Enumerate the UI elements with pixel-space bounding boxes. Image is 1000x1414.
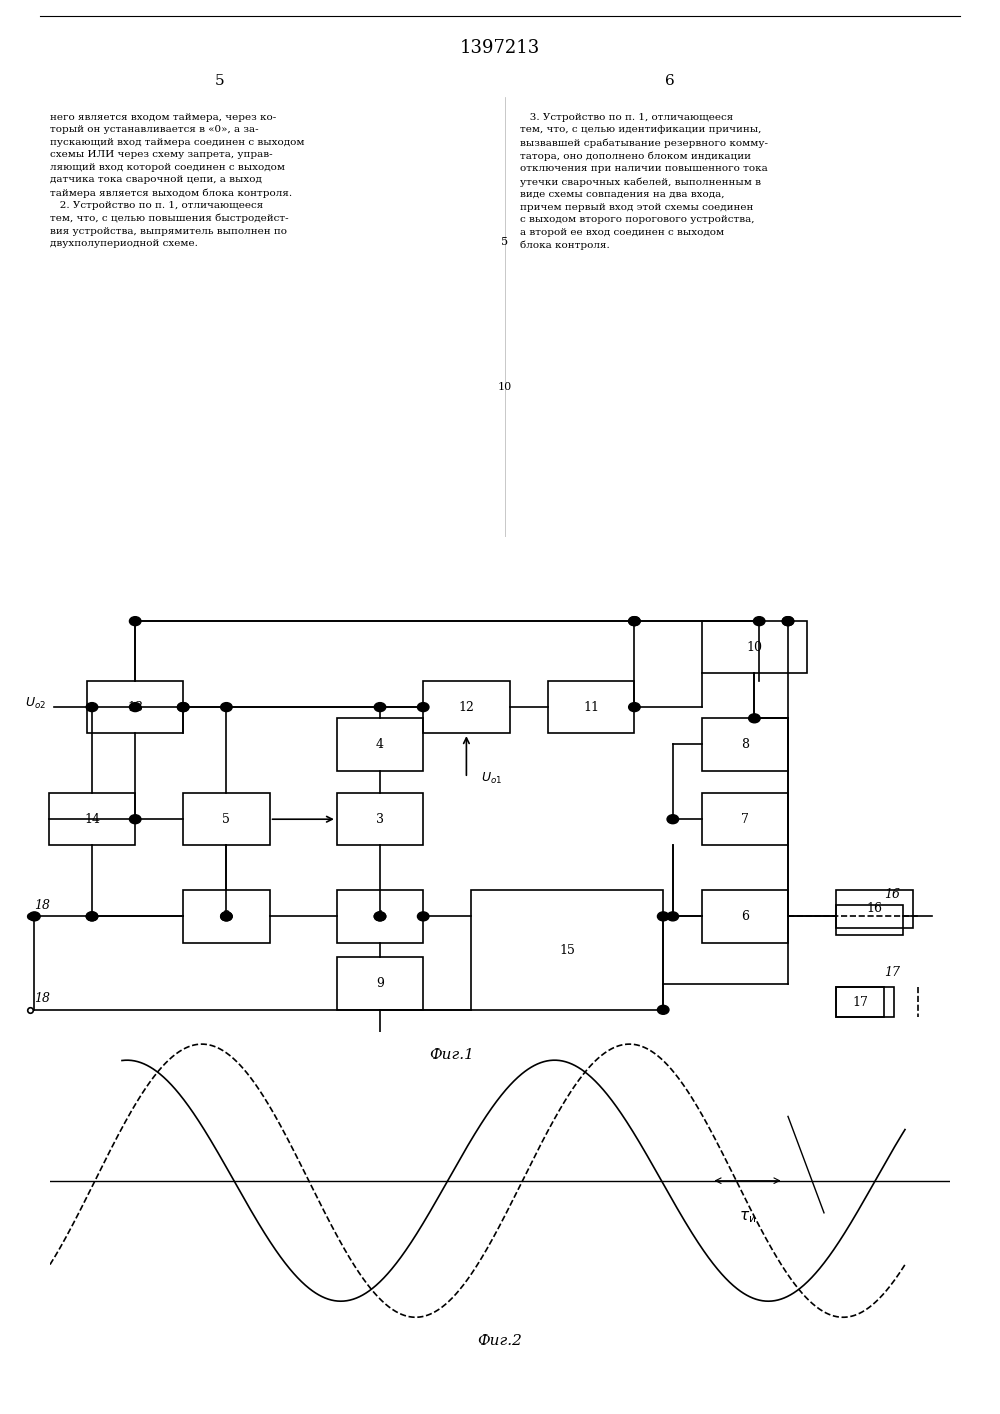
Text: Фиг.1: Фиг.1 — [430, 1048, 474, 1062]
Circle shape — [86, 703, 98, 711]
Circle shape — [86, 912, 98, 921]
Text: 8: 8 — [741, 738, 749, 751]
Bar — [836, 905, 903, 935]
Text: 6: 6 — [741, 909, 749, 923]
Text: него является входом таймера, через ко-
торый он устанавливается в «0», а за-
пу: него является входом таймера, через ко- … — [50, 113, 304, 249]
Text: 10: 10 — [746, 641, 762, 653]
Bar — [702, 718, 788, 771]
Bar — [183, 793, 270, 846]
Circle shape — [629, 617, 640, 625]
Circle shape — [129, 703, 141, 711]
Text: 1: 1 — [376, 909, 384, 923]
Text: 17: 17 — [852, 995, 868, 1008]
Circle shape — [221, 703, 232, 711]
Bar — [702, 793, 788, 846]
Circle shape — [129, 814, 141, 824]
Circle shape — [221, 912, 232, 921]
Text: 13: 13 — [127, 700, 143, 714]
Bar — [49, 793, 135, 846]
Circle shape — [753, 617, 765, 625]
Text: 4: 4 — [376, 738, 384, 751]
Circle shape — [782, 617, 794, 625]
Text: $U_{o1}$: $U_{o1}$ — [481, 771, 502, 786]
Circle shape — [657, 912, 669, 921]
Text: 14: 14 — [84, 813, 100, 826]
Text: 5: 5 — [501, 236, 509, 247]
Bar — [836, 891, 913, 928]
Bar — [548, 682, 634, 734]
Text: 6: 6 — [665, 74, 675, 88]
Circle shape — [374, 912, 386, 921]
Circle shape — [629, 617, 640, 625]
Bar — [702, 891, 788, 943]
Circle shape — [667, 912, 679, 921]
Circle shape — [374, 703, 386, 711]
Text: 10: 10 — [498, 382, 512, 392]
Bar — [836, 987, 884, 1017]
Bar — [836, 987, 894, 1017]
Circle shape — [417, 703, 429, 711]
Circle shape — [417, 912, 429, 921]
Bar — [87, 682, 183, 734]
Bar — [471, 891, 663, 1010]
Text: 11: 11 — [583, 700, 599, 714]
Circle shape — [629, 703, 640, 711]
Text: Фиг.2: Фиг.2 — [478, 1335, 522, 1349]
Text: 3: 3 — [376, 813, 384, 826]
Text: 15: 15 — [559, 943, 575, 956]
Text: 7: 7 — [741, 813, 749, 826]
Text: 5: 5 — [215, 74, 225, 88]
Circle shape — [782, 617, 794, 625]
Text: 1397213: 1397213 — [460, 40, 540, 58]
Bar — [337, 891, 423, 943]
Text: 5: 5 — [222, 813, 230, 826]
Circle shape — [374, 912, 386, 921]
Circle shape — [29, 912, 40, 921]
Bar — [183, 891, 270, 943]
Text: 2: 2 — [222, 909, 230, 923]
Text: 12: 12 — [458, 700, 474, 714]
Text: 18: 18 — [34, 993, 50, 1005]
Circle shape — [177, 703, 189, 711]
Circle shape — [657, 1005, 669, 1014]
Bar — [337, 793, 423, 846]
Circle shape — [177, 703, 189, 711]
Bar — [423, 682, 510, 734]
Circle shape — [667, 814, 679, 824]
Bar — [337, 718, 423, 771]
Text: 16: 16 — [866, 902, 882, 915]
Circle shape — [129, 617, 141, 625]
Text: 16: 16 — [884, 888, 900, 901]
Circle shape — [221, 912, 232, 921]
Text: 9: 9 — [376, 977, 384, 990]
Bar — [337, 957, 423, 1010]
Text: 18: 18 — [34, 899, 50, 912]
Circle shape — [86, 912, 98, 921]
Text: 3. Устройство по п. 1, отличающееся
тем, что, с целью идентификации причины,
выз: 3. Устройство по п. 1, отличающееся тем,… — [520, 113, 768, 250]
Text: $\tau_{\rm и}$: $\tau_{\rm и}$ — [739, 1209, 756, 1225]
Text: 17: 17 — [884, 966, 900, 978]
Circle shape — [749, 714, 760, 723]
Text: $U_{o2}$: $U_{o2}$ — [25, 696, 46, 711]
Bar — [702, 621, 807, 673]
